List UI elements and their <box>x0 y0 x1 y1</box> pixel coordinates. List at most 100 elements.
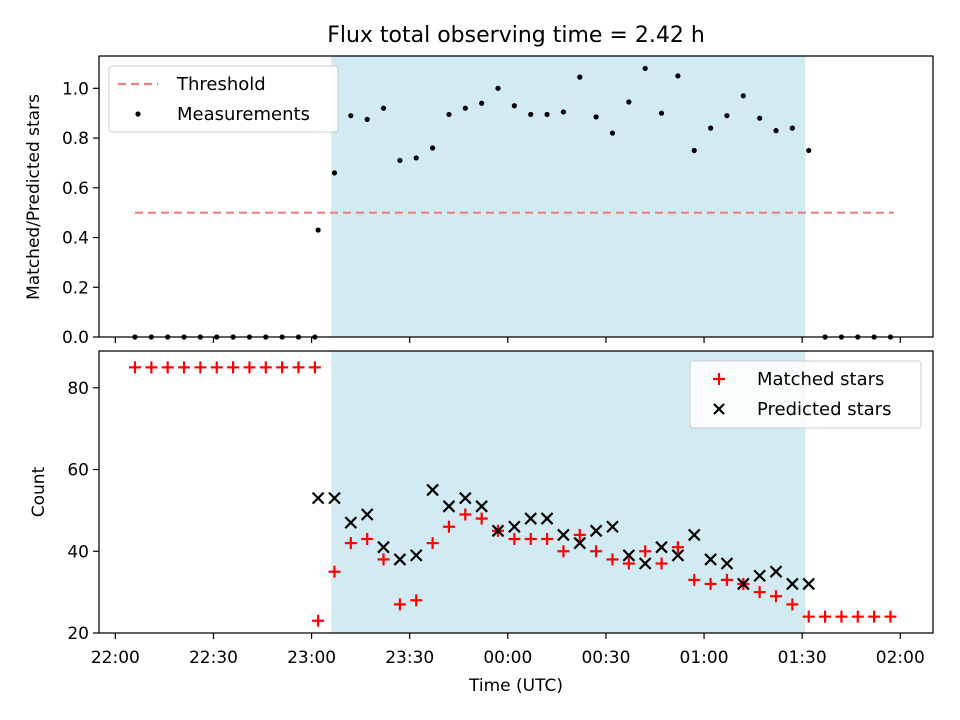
legend-matched-swatch <box>713 373 725 385</box>
matched-star-point <box>819 610 832 623</box>
measurement-point <box>348 113 354 119</box>
matched-star-point <box>786 598 799 611</box>
measurement-point <box>773 128 779 134</box>
bottom-ytick-label: 20 <box>67 624 89 644</box>
matched-star-point <box>671 541 684 554</box>
matched-star-point <box>475 512 488 525</box>
measurement-point <box>397 157 403 164</box>
measurement-point <box>511 103 517 109</box>
matched-star-point <box>884 610 897 623</box>
measurement-point <box>593 114 599 120</box>
xtick-label: 02:00 <box>876 648 925 668</box>
predicted-star-point <box>524 512 537 525</box>
matched-star-point <box>276 361 289 374</box>
predicted-star-point <box>737 577 750 591</box>
predicted-star-point <box>638 557 652 570</box>
bottom-ytick-label: 60 <box>67 461 89 481</box>
matched-star-point <box>377 553 390 566</box>
measurement-point <box>413 155 419 161</box>
top-ytick-label: 0.6 <box>62 179 89 199</box>
xtick-label: 01:30 <box>778 648 827 668</box>
matched-star-point <box>590 545 603 558</box>
predicted-star-point <box>671 549 685 562</box>
top-ytick-label: 0.2 <box>62 278 89 298</box>
top-shaded-span <box>331 56 806 337</box>
measurement-point <box>691 147 697 154</box>
matched-star-point <box>410 594 423 607</box>
matched-star-point <box>227 361 240 374</box>
matched-star-point <box>688 573 701 586</box>
xtick-label: 22:00 <box>91 648 140 668</box>
predicted-star-point <box>442 500 456 513</box>
predicted-star-point <box>360 508 374 521</box>
measurement-point <box>789 125 795 131</box>
matched-star-point <box>178 361 191 374</box>
matched-star-point <box>312 614 325 627</box>
legend-predicted-label: Predicted stars <box>757 399 891 420</box>
measurement-point <box>380 105 387 111</box>
predicted-star-point <box>344 516 358 529</box>
matched-star-point <box>573 528 586 541</box>
measurement-point <box>430 145 436 151</box>
predicted-star-point <box>311 491 325 505</box>
matched-star-point <box>655 557 668 570</box>
matched-star-point <box>851 610 864 623</box>
matched-star-point <box>308 361 321 374</box>
bottom-y-axis-label: Count <box>29 466 49 517</box>
matched-star-point <box>704 577 717 590</box>
matched-star-point <box>393 598 406 611</box>
matched-star-point <box>459 508 472 521</box>
measurement-point <box>806 147 812 154</box>
measurement-point <box>331 170 338 176</box>
matched-star-point <box>128 361 141 374</box>
predicted-star-point <box>393 553 407 566</box>
predicted-star-point <box>655 540 668 554</box>
matched-star-point <box>770 590 783 603</box>
bottom-legend: Matched stars Predicted stars <box>689 360 922 429</box>
matched-star-point <box>426 537 439 550</box>
predicted-star-point <box>491 524 505 538</box>
measurement-point <box>479 100 485 106</box>
predicted-star-point <box>687 528 701 542</box>
measurement-point <box>740 93 746 99</box>
measurement-point <box>757 115 763 121</box>
measurement-point <box>675 73 681 79</box>
matched-star-point <box>720 573 733 586</box>
measurement-point <box>708 125 714 131</box>
predicted-star-point <box>426 483 439 497</box>
matched-star-point <box>194 361 207 374</box>
matched-star-point <box>328 565 341 578</box>
predicted-star-point <box>802 577 815 591</box>
predicted-star-point <box>769 565 783 578</box>
predicted-star-point <box>704 553 717 566</box>
top-y-axis-label: Matched/Predicted stars <box>24 94 44 300</box>
matched-star-point <box>210 361 223 374</box>
measurement-point <box>609 130 616 136</box>
predicted-star-point <box>540 512 554 525</box>
matched-star-point <box>243 361 256 374</box>
matched-star-point <box>541 533 554 545</box>
matched-star-point <box>508 533 521 545</box>
predicted-star-point <box>753 569 766 583</box>
predicted-star-point <box>328 491 341 505</box>
legend-predicted-swatch <box>713 403 725 415</box>
matched-star-point <box>292 361 305 374</box>
matched-star-point <box>259 361 272 374</box>
top-legend-box <box>108 65 339 133</box>
matched-star-point <box>361 533 374 545</box>
measurement-point <box>658 110 665 116</box>
matched-star-point <box>868 610 881 623</box>
predicted-star-point <box>459 491 472 505</box>
predicted-star-point <box>557 528 570 542</box>
top-panel: 0.0 0.2 0.4 0.6 0.8 1.0 Matched/Predicted sta… <box>24 55 934 348</box>
matched-star-point <box>344 537 357 550</box>
measurement-point <box>642 65 648 72</box>
measurement-point <box>446 111 452 118</box>
xtick-label: 22:30 <box>189 648 238 668</box>
xtick-label: 00:30 <box>581 648 630 668</box>
bottom-ytick-label: 40 <box>67 542 89 562</box>
xtick-label: 23:30 <box>385 648 434 668</box>
matched-star-point <box>622 557 635 570</box>
matched-star-point <box>639 545 652 558</box>
